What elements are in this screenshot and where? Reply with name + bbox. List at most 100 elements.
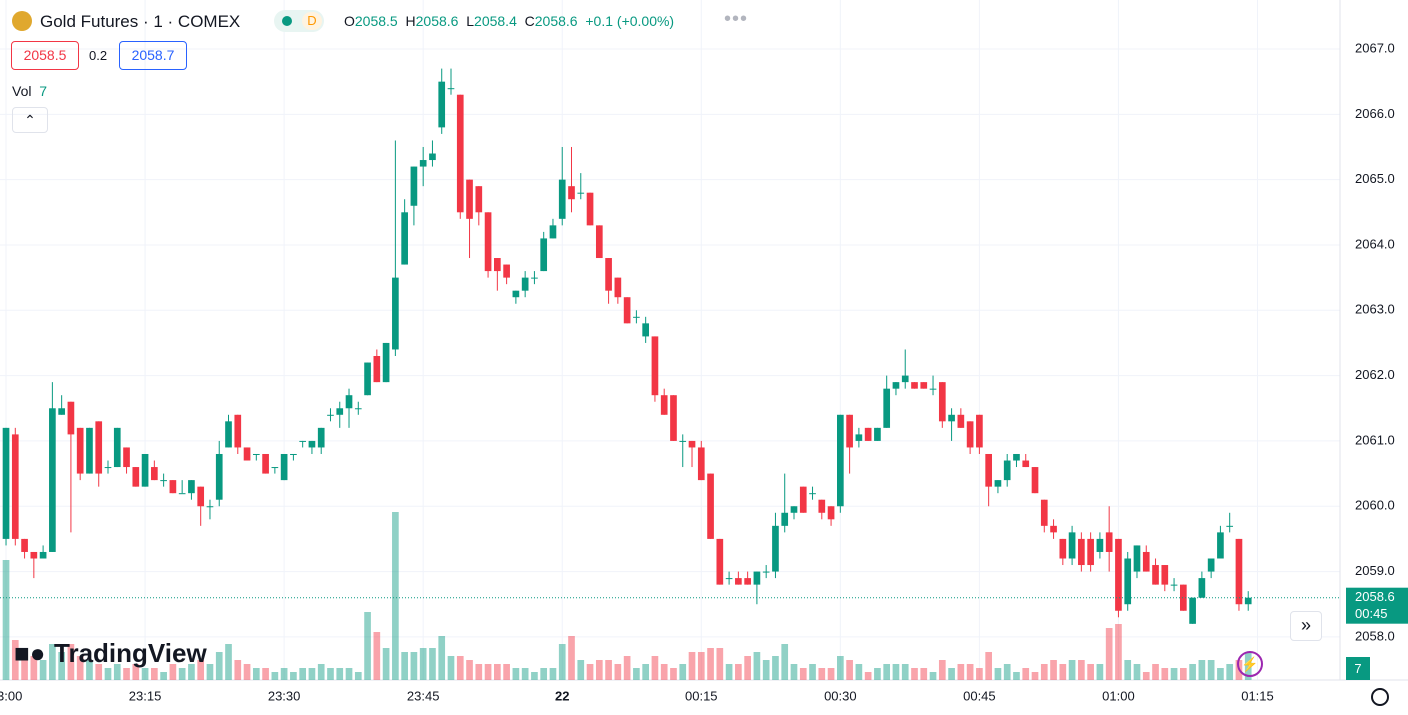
candle-body — [605, 258, 612, 291]
candle-body — [1198, 578, 1206, 598]
volume-bar — [30, 656, 38, 680]
settings-icon[interactable] — [1371, 688, 1389, 706]
candle-body — [39, 551, 47, 559]
volume-bar — [1161, 668, 1169, 680]
candle-body — [2, 427, 10, 539]
alert-icon[interactable]: ⚡ — [1237, 651, 1263, 677]
candle-body — [95, 421, 103, 474]
volume-bar — [948, 668, 955, 680]
volume-bar — [670, 668, 677, 680]
volume-bar — [633, 668, 640, 680]
volume-bar — [1198, 660, 1206, 680]
candle-body — [1087, 538, 1094, 566]
candle-body — [725, 578, 733, 580]
volume-bar — [1179, 668, 1187, 680]
candle-body — [354, 408, 362, 410]
status-pill[interactable]: D — [274, 10, 324, 32]
candle-body — [280, 453, 288, 481]
collapse-button[interactable]: ⌃ — [12, 107, 48, 133]
x-tick-label: 01:15 — [1241, 688, 1274, 703]
x-tick-label: 00:30 — [824, 688, 857, 703]
x-tick-label: 00:15 — [685, 688, 718, 703]
volume-legend: Vol 7 — [12, 83, 47, 99]
label: O — [344, 13, 355, 29]
candle-body — [549, 225, 557, 239]
volume-bar — [197, 660, 205, 680]
x-tick-label: 23:45 — [407, 688, 440, 703]
volume-bar — [243, 664, 251, 680]
volume-bar — [336, 668, 344, 680]
candle-body — [595, 225, 603, 259]
volume-bar — [113, 664, 121, 680]
volume-bar — [707, 648, 714, 680]
x-tick-label: 23:15 — [129, 688, 162, 703]
symbol-title[interactable]: Gold Futures · 1 · COMEX — [40, 12, 241, 31]
volume-bar — [456, 656, 464, 680]
volume-bar — [1115, 624, 1122, 680]
ask-button[interactable]: 2058.7 — [119, 41, 187, 70]
volume-bar — [1124, 660, 1132, 680]
candle-body — [1152, 565, 1159, 585]
candle-body — [1235, 538, 1243, 605]
volume-bar — [225, 644, 232, 680]
volume-bar — [401, 652, 408, 680]
change: +0.1 (+0.00%) — [585, 13, 675, 29]
candle-body — [540, 238, 548, 272]
volume-bar — [169, 664, 177, 680]
candle-body — [716, 538, 724, 585]
bid-button[interactable]: 2058.5 — [11, 41, 79, 70]
volume-bar — [1040, 664, 1048, 680]
volume-bar — [1059, 664, 1067, 680]
candle-body — [58, 408, 65, 415]
volume-bar — [716, 648, 724, 680]
x-tick-label: 23:30 — [268, 688, 301, 703]
candle-body — [21, 538, 28, 552]
volume-bar — [985, 652, 992, 680]
volume-bar — [11, 640, 19, 680]
volume-bar — [429, 648, 436, 680]
volume-bar — [818, 668, 826, 680]
candle-body — [707, 473, 714, 539]
candle-body — [67, 401, 75, 435]
label: L — [466, 13, 475, 29]
candle-body — [1124, 558, 1132, 605]
candle-body — [948, 414, 955, 422]
scroll-right-button[interactable]: » — [1290, 611, 1322, 641]
volume-bar — [762, 660, 770, 680]
volume-bar — [929, 672, 937, 680]
volume-bar — [104, 668, 112, 680]
volume-bar — [846, 660, 853, 680]
volume-bar — [864, 672, 872, 680]
candle-body — [197, 486, 205, 507]
more-dots[interactable]: ••• — [724, 8, 749, 30]
candle-body — [178, 493, 186, 495]
candle-body — [864, 427, 872, 441]
volume-bar — [892, 664, 900, 680]
candle-body — [660, 395, 668, 415]
volume-bar — [503, 664, 510, 680]
candle-body — [577, 192, 585, 194]
volume-bar — [494, 664, 501, 680]
candle-body — [215, 453, 223, 500]
candle-body — [1031, 467, 1039, 494]
volume-bar — [966, 664, 974, 680]
volume-bar — [1142, 672, 1150, 680]
volume-bar — [790, 664, 798, 680]
volume-bar — [1152, 664, 1159, 680]
countdown-label: 00:45 — [1355, 606, 1388, 621]
candle-body — [586, 192, 594, 226]
label: C — [524, 13, 535, 29]
candle-body — [419, 160, 427, 167]
volume-bar — [160, 672, 167, 680]
label: Vol — [12, 83, 32, 99]
volume-bar — [688, 652, 696, 680]
candle-body — [688, 440, 696, 448]
watermark-text: TradingView — [54, 638, 207, 668]
candle-body — [966, 421, 974, 448]
volume-bar — [697, 652, 705, 680]
candle-body — [1161, 565, 1169, 585]
candle-body — [364, 362, 371, 396]
volume-bar — [595, 660, 603, 680]
volume-bar — [540, 668, 548, 680]
volume-bar — [447, 656, 455, 680]
